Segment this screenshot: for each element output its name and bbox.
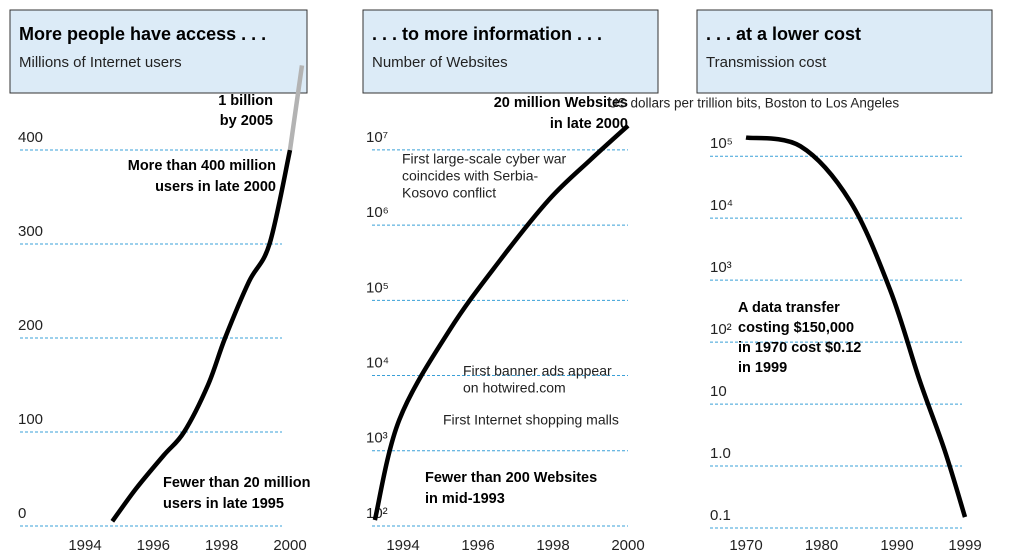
data-line	[372, 123, 630, 521]
annotation: 20 million Websites	[494, 95, 628, 111]
annotation: by 2005	[220, 113, 273, 129]
chart-title: More people have access . . .	[19, 24, 266, 44]
y-tick-label: 300	[18, 223, 43, 240]
y-tick-label: 10⁵	[366, 279, 389, 296]
annotation: First banner ads appear	[463, 363, 612, 379]
chart-subtitle: Number of Websites	[372, 54, 508, 71]
y-tick-label: 0	[18, 505, 26, 522]
y-tick-label: 0.1	[710, 507, 731, 524]
annotation: users in late 1995	[163, 496, 284, 512]
y-tick-label: 100	[18, 411, 43, 428]
annotation: in 1999	[738, 360, 787, 376]
y-tick-label: 1.0	[710, 445, 731, 462]
y-tick-label: 10	[710, 383, 727, 400]
x-tick-label: 1996	[461, 537, 494, 554]
chart-title: . . . to more information . . .	[372, 24, 602, 44]
y-tick-label: 10³	[710, 259, 732, 276]
x-tick-label: 2000	[273, 537, 306, 554]
x-tick-label: 1990	[880, 537, 913, 554]
y-tick-label: 10⁵	[710, 135, 733, 152]
chart-subtitle: Transmission cost	[706, 54, 827, 71]
annotation: Fewer than 20 million	[163, 475, 310, 491]
annotation: on hotwired.com	[463, 380, 566, 396]
x-tick-label: 1999	[948, 537, 981, 554]
x-tick-label: 1996	[137, 537, 170, 554]
annotation: 1 billion	[218, 93, 273, 109]
x-tick-label: 1994	[68, 537, 101, 554]
annotation: A data transfer	[738, 300, 840, 316]
annotation: First large-scale cyber war	[402, 151, 566, 167]
y-tick-label: 10⁴	[366, 355, 389, 372]
annotation: First Internet shopping malls	[443, 412, 619, 428]
y-tick-label: 200	[18, 317, 43, 334]
y-tick-label: 10³	[366, 430, 388, 447]
annotation: in 1970 cost $0.12	[738, 340, 861, 356]
chart-subtitle: Millions of Internet users	[19, 54, 182, 71]
x-tick-label: 2000	[611, 537, 644, 554]
annotation: in mid-1993	[425, 491, 505, 507]
annotation: More than 400 million	[128, 158, 276, 174]
annotation: Fewer than 200 Websites	[425, 470, 597, 486]
data-line	[287, 65, 305, 151]
y-tick-label: 400	[18, 129, 43, 146]
x-tick-label: 1970	[729, 537, 762, 554]
annotation: coincides with Serbia-	[402, 168, 539, 184]
x-tick-label: 1994	[386, 537, 419, 554]
annotation: users in late 2000	[155, 179, 276, 195]
annotation: costing $150,000	[738, 320, 854, 336]
y-axis-label: US dollars per trillion bits, Boston to …	[608, 96, 899, 111]
chart-title: . . . at a lower cost	[706, 24, 861, 44]
data-line	[745, 135, 968, 518]
annotation: in late 2000	[550, 116, 628, 132]
x-tick-label: 1998	[536, 537, 569, 554]
x-tick-label: 1980	[805, 537, 838, 554]
header-box	[9, 9, 308, 94]
y-tick-label: 10²	[710, 321, 732, 338]
x-tick-label: 1998	[205, 537, 238, 554]
annotation: Kosovo conflict	[402, 185, 496, 201]
data-line	[110, 149, 293, 523]
header-box	[696, 9, 993, 94]
header-box	[362, 9, 659, 94]
y-tick-label: 10⁴	[710, 197, 733, 214]
y-tick-label: 10⁶	[366, 204, 389, 221]
y-tick-label: 10⁷	[366, 129, 388, 146]
